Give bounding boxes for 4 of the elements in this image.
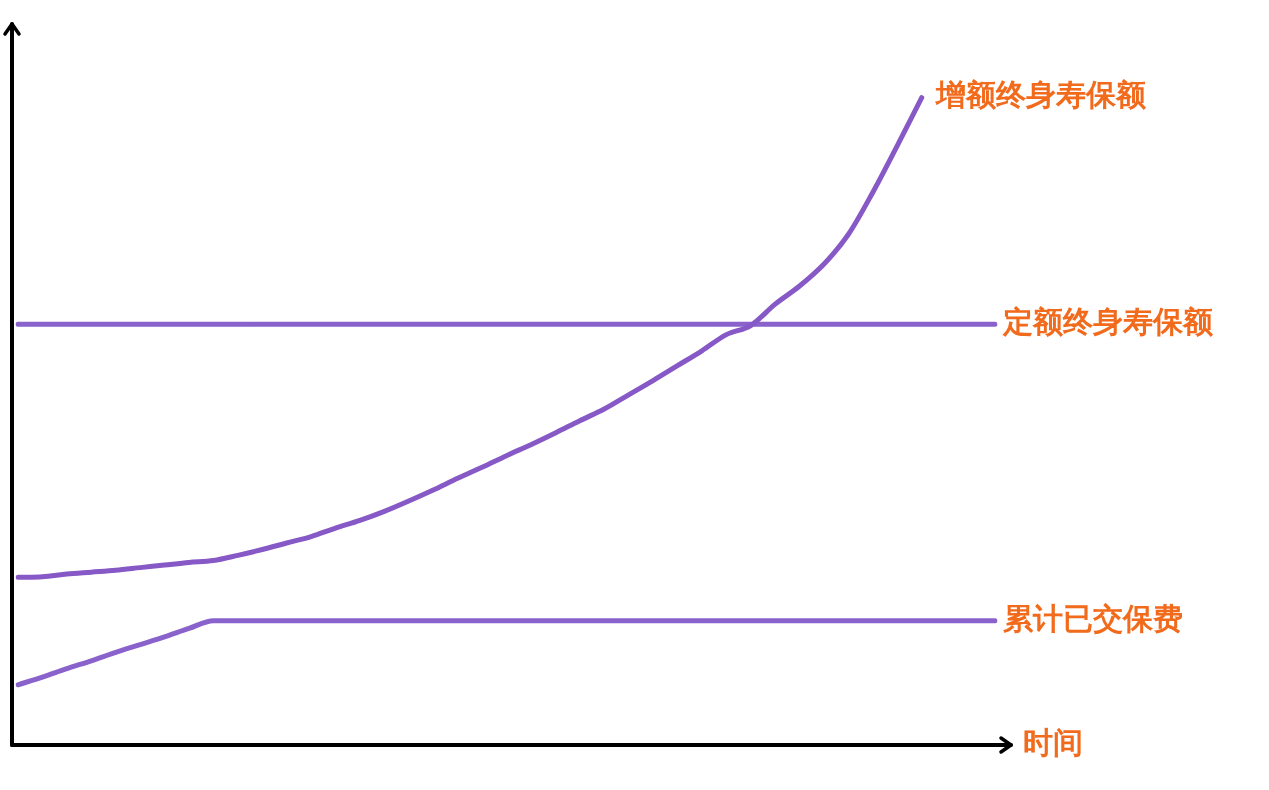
series-label: 累计已交保费: [1002, 600, 1183, 636]
series-label: 增额终身寿保额: [933, 77, 1146, 113]
series-label: 定额终身寿保额: [1002, 304, 1213, 340]
x-axis-title: 时间: [1023, 724, 1083, 760]
